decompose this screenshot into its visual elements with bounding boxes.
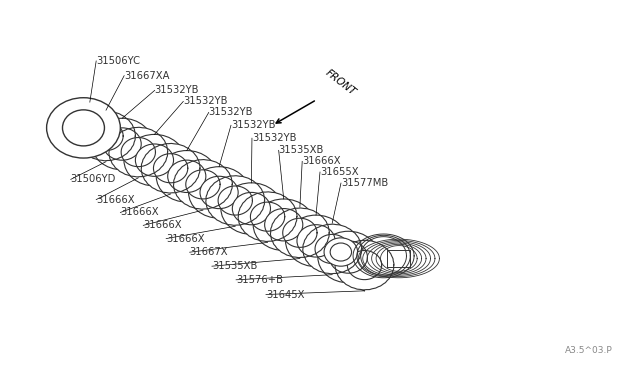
Ellipse shape — [156, 151, 218, 202]
Ellipse shape — [124, 134, 185, 186]
Text: 31666X: 31666X — [302, 156, 341, 166]
Ellipse shape — [141, 144, 200, 193]
Ellipse shape — [103, 128, 141, 160]
Text: 31576+B: 31576+B — [236, 275, 283, 285]
Ellipse shape — [60, 102, 120, 154]
Ellipse shape — [303, 224, 362, 274]
Text: 31666X: 31666X — [143, 220, 182, 230]
Text: 31666X: 31666X — [120, 208, 159, 218]
Text: 31655X: 31655X — [320, 167, 358, 177]
Text: 31506YC: 31506YC — [96, 56, 140, 66]
Ellipse shape — [77, 111, 135, 161]
Text: 31666X: 31666X — [96, 195, 135, 205]
Ellipse shape — [318, 231, 379, 283]
Ellipse shape — [271, 208, 329, 257]
Ellipse shape — [324, 238, 358, 266]
Text: 31532YB: 31532YB — [155, 85, 199, 95]
Ellipse shape — [265, 209, 303, 241]
Text: 31532YB: 31532YB — [231, 120, 275, 130]
Ellipse shape — [136, 144, 173, 176]
Text: 31666X: 31666X — [166, 234, 205, 244]
Ellipse shape — [109, 127, 168, 177]
Ellipse shape — [329, 241, 367, 273]
Ellipse shape — [335, 240, 394, 290]
Ellipse shape — [221, 183, 282, 234]
Text: 31506YD: 31506YD — [71, 174, 116, 185]
Ellipse shape — [285, 215, 346, 267]
Text: 31667X: 31667X — [189, 247, 228, 257]
Text: 31532YB: 31532YB — [252, 133, 296, 143]
Ellipse shape — [330, 243, 351, 261]
Ellipse shape — [173, 160, 232, 209]
Text: 31535XB: 31535XB — [212, 261, 257, 271]
Ellipse shape — [92, 118, 153, 170]
Text: 31667XA: 31667XA — [124, 71, 170, 81]
Ellipse shape — [47, 98, 120, 158]
Text: 31535XB: 31535XB — [278, 145, 324, 155]
Ellipse shape — [297, 225, 335, 257]
Text: 31532YB: 31532YB — [209, 108, 253, 118]
Ellipse shape — [206, 176, 264, 225]
Text: A3.5^03.P: A3.5^03.P — [564, 346, 612, 355]
Text: FRONT: FRONT — [323, 68, 357, 98]
Ellipse shape — [168, 160, 206, 192]
Ellipse shape — [238, 192, 297, 241]
Ellipse shape — [71, 112, 109, 144]
Ellipse shape — [253, 199, 314, 250]
Text: 31645X: 31645X — [266, 289, 305, 299]
Ellipse shape — [63, 110, 104, 146]
Ellipse shape — [200, 176, 238, 209]
Text: 31532YB: 31532YB — [183, 96, 228, 106]
Ellipse shape — [232, 192, 271, 225]
Text: 31577MB: 31577MB — [341, 178, 388, 188]
Ellipse shape — [189, 167, 250, 218]
